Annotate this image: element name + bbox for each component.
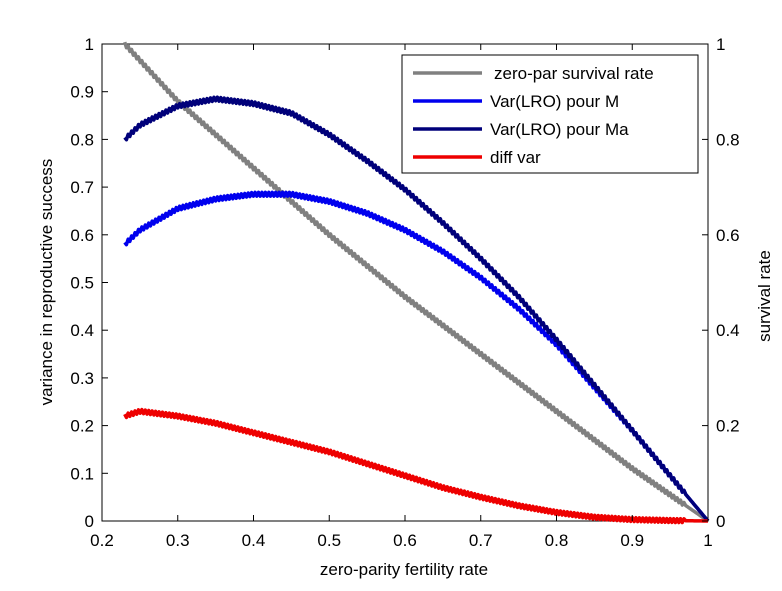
y2-axis-title: survival rate	[755, 250, 774, 342]
y-tick-label: 0.2	[70, 417, 94, 436]
y-tick-label: 0.1	[70, 464, 94, 483]
x-tick-label: 0.8	[545, 531, 569, 550]
y-tick-label: 0.8	[70, 130, 94, 149]
y-tick-label: 0.4	[70, 321, 94, 340]
x-tick-label: 0.3	[166, 531, 190, 550]
legend: zero-par survival rate Var(LRO) pour M Var…	[401, 54, 699, 174]
legend-label: diff var	[490, 148, 541, 167]
y-tick-label: 0.5	[70, 274, 94, 293]
y-tick-label: 1	[85, 35, 94, 54]
y2-tick-label: 0.8	[716, 130, 740, 149]
y-tick-label: 0.7	[70, 178, 94, 197]
series-line-3	[123, 407, 709, 525]
x-tick-label: 0.9	[620, 531, 644, 550]
y2-tick-label: 1	[716, 35, 725, 54]
legend-label: Var(LRO) pour M	[490, 92, 619, 111]
x-tick-label: 0.6	[393, 531, 417, 550]
x-tick-label: 0.5	[317, 531, 341, 550]
series-line-0	[123, 41, 709, 523]
right-y-axis: 0 0.2 0.4 0.6 0.8 1	[702, 35, 740, 531]
x-tick-label: 0.2	[90, 531, 114, 550]
x-axis: 0.2 0.3 0.4 0.5 0.6 0.7 0.8 0.9 1	[90, 44, 713, 550]
series-layer	[123, 41, 710, 525]
y2-tick-label: 0.4	[716, 321, 740, 340]
legend-label: Var(LRO) pour Ma	[490, 120, 629, 139]
x-tick-label: 0.4	[242, 531, 266, 550]
y-axis-title: variance in reproductive success	[37, 159, 56, 406]
y-tick-label: 0.6	[70, 226, 94, 245]
x-axis-title: zero-parity fertility rate	[320, 560, 488, 579]
left-y-axis: 0 0.1 0.2 0.3 0.4 0.5 0.6 0.7 0.8 0.9 1	[70, 35, 108, 531]
legend-label: zero-par survival rate	[494, 64, 654, 83]
x-tick-label: 0.7	[469, 531, 493, 550]
y2-tick-label: 0.6	[716, 226, 740, 245]
y-tick-label: 0.9	[70, 83, 94, 102]
series-line-2	[123, 95, 710, 523]
y2-tick-label: 0	[716, 512, 725, 531]
y-tick-label: 0	[85, 512, 94, 531]
y-tick-label: 0.3	[70, 369, 94, 388]
x-tick-label: 1	[703, 531, 712, 550]
y2-tick-label: 0.2	[716, 417, 740, 436]
